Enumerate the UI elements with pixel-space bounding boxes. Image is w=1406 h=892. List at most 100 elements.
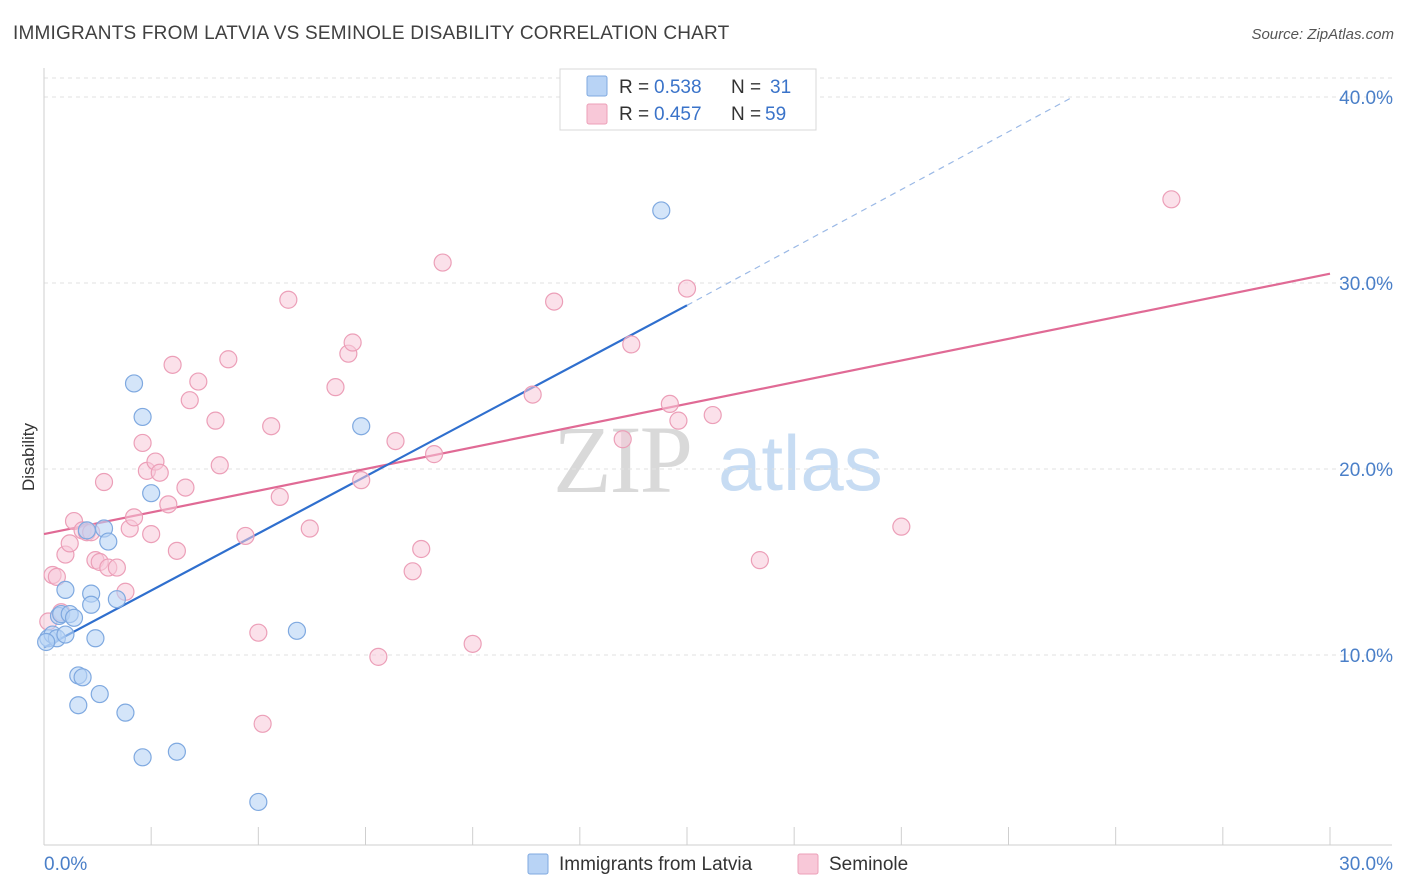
stats-n-label: N = (731, 77, 766, 98)
trend-layer (43, 96, 1331, 649)
data-point-latvia (249, 792, 268, 812)
data-point-latvia (99, 532, 118, 551)
data-point-latvia (133, 407, 152, 427)
stats-r-value: 0.457 (654, 104, 702, 125)
legend-label-latvia: Immigrants from Latvia (559, 854, 753, 875)
data-point-seminole (412, 539, 431, 559)
data-point-seminole (326, 378, 345, 397)
data-point-seminole (142, 524, 161, 544)
data-point-latvia (73, 668, 92, 687)
data-point-seminole (424, 445, 444, 464)
data-point-seminole (167, 541, 186, 560)
data-point-seminole (279, 290, 298, 309)
stats-n-label: N = (731, 104, 766, 125)
data-point-seminole (219, 350, 238, 369)
y-tick-label: 40.0% (1339, 88, 1393, 109)
x-tick-label: 0.0% (44, 854, 87, 875)
data-point-latvia (77, 521, 96, 540)
x-tick-label: 30.0% (1339, 854, 1393, 875)
data-point-seminole (369, 647, 388, 666)
tick-label-layer: 10.0% 20.0% 30.0% 40.0% 0.0% 30.0% (44, 88, 1393, 875)
data-point-latvia (82, 595, 101, 614)
stats-row-seminole: R = 0.457 N = 59 (619, 104, 786, 125)
stats-swatch-seminole (586, 103, 608, 125)
data-point-latvia (142, 484, 161, 503)
data-point-seminole (669, 411, 688, 430)
data-point-latvia (37, 632, 56, 652)
stats-r-label: R = (619, 104, 654, 125)
data-point-latvia (652, 201, 671, 220)
data-point-seminole (253, 714, 272, 733)
data-point-latvia (107, 590, 126, 609)
data-point-seminole (386, 432, 405, 451)
data-point-seminole (660, 394, 679, 413)
data-point-seminole (206, 411, 225, 430)
data-point-seminole (523, 385, 542, 404)
data-point-latvia (352, 417, 371, 436)
grid-layer (44, 77, 1392, 656)
y-tick-label: 20.0% (1339, 460, 1393, 481)
data-point-seminole (159, 495, 178, 514)
data-point-seminole (210, 456, 229, 475)
y-axis-label: Disability (19, 422, 38, 491)
data-point-seminole (622, 335, 641, 354)
data-point-seminole (262, 417, 281, 436)
y-tick-label: 10.0% (1339, 646, 1393, 667)
stats-n-value: 31 (770, 77, 791, 98)
trendline-latvia-extension (686, 96, 1074, 306)
watermark-atlas: atlas (718, 419, 883, 507)
legend-label-seminole: Seminole (829, 854, 908, 875)
data-point-seminole (150, 463, 169, 482)
data-point-latvia (64, 608, 84, 627)
data-point-latvia (133, 748, 152, 767)
data-point-seminole (94, 472, 114, 492)
data-point-seminole (433, 253, 452, 272)
trendline-seminole (43, 272, 1331, 536)
series-latvia (37, 201, 671, 812)
data-point-seminole (180, 391, 199, 410)
data-point-seminole (703, 405, 722, 425)
data-point-seminole (163, 355, 182, 374)
data-point-latvia (56, 580, 75, 600)
chart-source: Source: ZipAtlas.com (1251, 26, 1394, 43)
data-point-seminole (300, 519, 319, 538)
stats-legend: R = 0.538 N = 31 R = 0.457 N = 59 (559, 68, 817, 131)
axis-layer (43, 68, 1392, 846)
data-point-seminole (545, 292, 564, 311)
data-point-seminole (892, 517, 911, 536)
legend-swatch-latvia (527, 853, 549, 875)
data-point-seminole (613, 430, 632, 449)
data-point-seminole (249, 623, 268, 642)
data-point-seminole (352, 471, 371, 490)
data-point-latvia (69, 696, 88, 715)
stats-swatch-latvia (586, 75, 608, 97)
data-point-seminole (343, 333, 362, 352)
data-point-seminole (107, 558, 126, 577)
data-point-seminole (677, 279, 697, 298)
data-point-seminole (189, 372, 208, 391)
data-point-seminole (236, 526, 255, 546)
data-point-seminole (463, 634, 482, 653)
data-point-seminole (124, 508, 144, 527)
series-legend: Immigrants from Latvia Seminole (527, 853, 908, 875)
data-point-latvia (167, 742, 186, 761)
data-point-seminole (270, 487, 289, 506)
data-point-seminole (176, 478, 195, 497)
data-point-seminole (1162, 190, 1181, 209)
stats-r-label: R = (619, 77, 654, 98)
stats-n-value: 59 (765, 104, 786, 125)
data-point-seminole (60, 534, 79, 553)
data-point-seminole (750, 551, 769, 570)
data-point-latvia (124, 374, 144, 393)
stats-row-latvia: R = 0.538 N = 31 (619, 77, 791, 98)
stats-r-value: 0.538 (654, 77, 702, 98)
data-point-latvia (287, 621, 307, 640)
watermark: ZIP atlas (553, 406, 883, 513)
data-point-latvia (86, 629, 105, 648)
y-tick-label: 30.0% (1339, 274, 1393, 295)
chart-title: IMMIGRANTS FROM LATVIA VS SEMINOLE DISAB… (13, 23, 730, 44)
data-point-seminole (47, 567, 66, 586)
data-point-latvia (116, 703, 135, 722)
legend-swatch-seminole (797, 853, 819, 875)
